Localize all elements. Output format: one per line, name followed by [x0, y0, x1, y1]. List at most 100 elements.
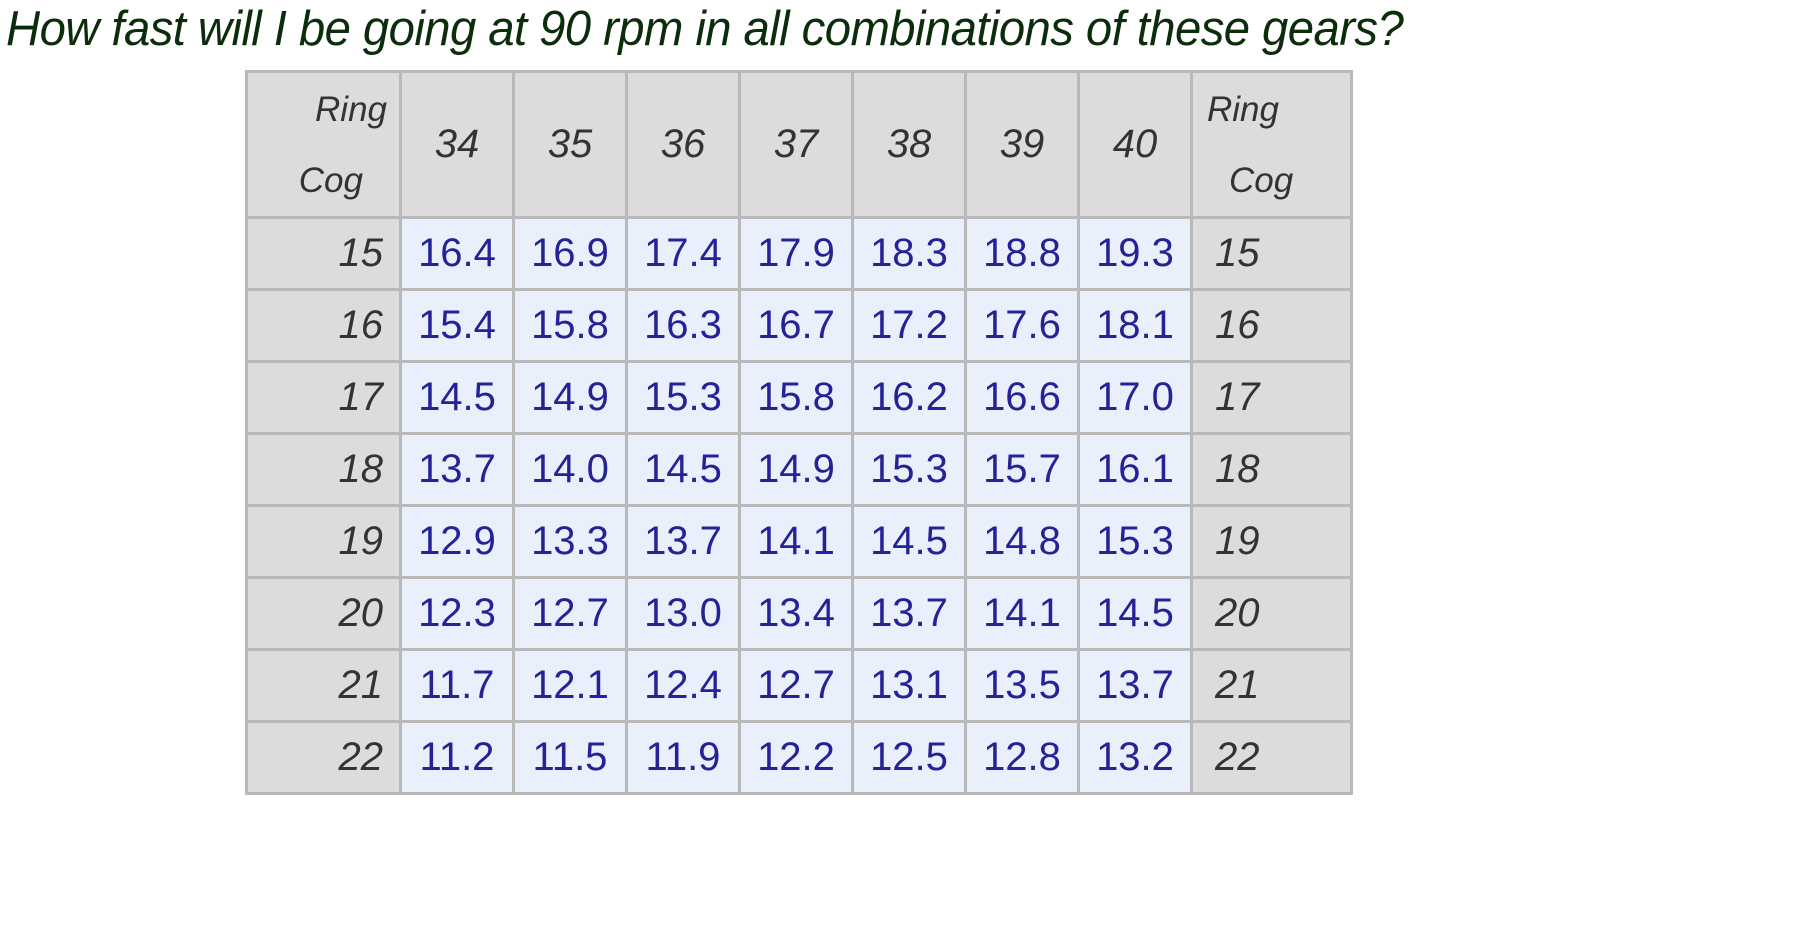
data-cell-5-5: 14.1: [967, 579, 1077, 648]
table-header: Ring Cog 34 35 36 37 38 39 40 Ring Cog: [248, 73, 1350, 216]
data-cell-1-3: 16.7: [741, 291, 851, 360]
data-cell-2-5: 16.6: [967, 363, 1077, 432]
row-header-right-5: 20: [1193, 579, 1350, 648]
column-header-1: 35: [515, 73, 625, 216]
data-cell-1-0: 15.4: [402, 291, 512, 360]
data-cell-0-6: 19.3: [1080, 219, 1190, 288]
data-cell-3-2: 14.5: [628, 435, 738, 504]
data-cell-6-6: 13.7: [1080, 651, 1190, 720]
column-header-5: 39: [967, 73, 1077, 216]
data-cell-4-4: 14.5: [854, 507, 964, 576]
column-header-2: 36: [628, 73, 738, 216]
row-header-left-3: 18: [248, 435, 399, 504]
table-row: 22 11.2 11.5 11.9 12.2 12.5 12.8 13.2 22: [248, 723, 1350, 792]
table-row: 21 11.7 12.1 12.4 12.7 13.1 13.5 13.7 21: [248, 651, 1350, 720]
data-cell-0-1: 16.9: [515, 219, 625, 288]
column-header-6: 40: [1080, 73, 1190, 216]
corner-header-right: Ring Cog: [1193, 73, 1350, 216]
gear-ratio-table: Ring Cog 34 35 36 37 38 39 40 Ring Cog: [245, 70, 1353, 795]
data-cell-4-2: 13.7: [628, 507, 738, 576]
data-cell-2-6: 17.0: [1080, 363, 1190, 432]
table-row: 15 16.4 16.9 17.4 17.9 18.3 18.8 19.3 15: [248, 219, 1350, 288]
data-cell-0-3: 17.9: [741, 219, 851, 288]
row-header-right-2: 17: [1193, 363, 1350, 432]
data-cell-3-1: 14.0: [515, 435, 625, 504]
data-cell-3-0: 13.7: [402, 435, 512, 504]
data-cell-0-4: 18.3: [854, 219, 964, 288]
data-cell-6-1: 12.1: [515, 651, 625, 720]
data-cell-7-0: 11.2: [402, 723, 512, 792]
data-cell-7-3: 12.2: [741, 723, 851, 792]
column-header-4: 38: [854, 73, 964, 216]
table-row: 19 12.9 13.3 13.7 14.1 14.5 14.8 15.3 19: [248, 507, 1350, 576]
table-body: 15 16.4 16.9 17.4 17.9 18.3 18.8 19.3 15…: [248, 219, 1350, 792]
data-cell-6-0: 11.7: [402, 651, 512, 720]
data-cell-1-4: 17.2: [854, 291, 964, 360]
column-header-3: 37: [741, 73, 851, 216]
data-cell-5-0: 12.3: [402, 579, 512, 648]
corner-ring-label-right: Ring: [1207, 90, 1279, 129]
row-header-right-3: 18: [1193, 435, 1350, 504]
data-cell-4-1: 13.3: [515, 507, 625, 576]
table-row: 17 14.5 14.9 15.3 15.8 16.2 16.6 17.0 17: [248, 363, 1350, 432]
data-cell-1-6: 18.1: [1080, 291, 1190, 360]
data-cell-5-4: 13.7: [854, 579, 964, 648]
row-header-left-1: 16: [248, 291, 399, 360]
row-header-left-0: 15: [248, 219, 399, 288]
corner-ring-label-left: Ring: [315, 90, 387, 129]
data-cell-1-5: 17.6: [967, 291, 1077, 360]
data-cell-6-2: 12.4: [628, 651, 738, 720]
row-header-right-0: 15: [1193, 219, 1350, 288]
row-header-right-6: 21: [1193, 651, 1350, 720]
row-header-left-6: 21: [248, 651, 399, 720]
row-header-right-4: 19: [1193, 507, 1350, 576]
data-cell-4-0: 12.9: [402, 507, 512, 576]
corner-cog-label-right: Cog: [1229, 161, 1294, 200]
row-header-right-1: 16: [1193, 291, 1350, 360]
row-header-left-7: 22: [248, 723, 399, 792]
row-header-left-5: 20: [248, 579, 399, 648]
data-cell-5-6: 14.5: [1080, 579, 1190, 648]
data-cell-4-6: 15.3: [1080, 507, 1190, 576]
data-cell-0-2: 17.4: [628, 219, 738, 288]
row-header-right-7: 22: [1193, 723, 1350, 792]
data-cell-2-3: 15.8: [741, 363, 851, 432]
row-header-left-4: 19: [248, 507, 399, 576]
data-cell-3-5: 15.7: [967, 435, 1077, 504]
data-cell-2-1: 14.9: [515, 363, 625, 432]
column-header-0: 34: [402, 73, 512, 216]
data-cell-5-1: 12.7: [515, 579, 625, 648]
data-cell-4-5: 14.8: [967, 507, 1077, 576]
data-cell-6-3: 12.7: [741, 651, 851, 720]
data-cell-3-6: 16.1: [1080, 435, 1190, 504]
table-row: 18 13.7 14.0 14.5 14.9 15.3 15.7 16.1 18: [248, 435, 1350, 504]
corner-header-left: Ring Cog: [248, 73, 399, 216]
data-cell-0-0: 16.4: [402, 219, 512, 288]
data-cell-7-2: 11.9: [628, 723, 738, 792]
data-cell-7-4: 12.5: [854, 723, 964, 792]
data-cell-6-5: 13.5: [967, 651, 1077, 720]
data-cell-7-6: 13.2: [1080, 723, 1190, 792]
header-row: Ring Cog 34 35 36 37 38 39 40 Ring Cog: [248, 73, 1350, 216]
data-cell-2-4: 16.2: [854, 363, 964, 432]
data-cell-2-2: 15.3: [628, 363, 738, 432]
data-cell-1-1: 15.8: [515, 291, 625, 360]
data-cell-0-5: 18.8: [967, 219, 1077, 288]
row-header-left-2: 17: [248, 363, 399, 432]
data-cell-5-3: 13.4: [741, 579, 851, 648]
data-cell-7-5: 12.8: [967, 723, 1077, 792]
table-row: 20 12.3 12.7 13.0 13.4 13.7 14.1 14.5 20: [248, 579, 1350, 648]
data-cell-5-2: 13.0: [628, 579, 738, 648]
table-row: 16 15.4 15.8 16.3 16.7 17.2 17.6 18.1 16: [248, 291, 1350, 360]
data-cell-7-1: 11.5: [515, 723, 625, 792]
data-cell-2-0: 14.5: [402, 363, 512, 432]
data-cell-3-3: 14.9: [741, 435, 851, 504]
data-cell-1-2: 16.3: [628, 291, 738, 360]
corner-cog-label-left: Cog: [298, 161, 363, 200]
gear-table-container: Ring Cog 34 35 36 37 38 39 40 Ring Cog: [245, 70, 1353, 795]
data-cell-6-4: 13.1: [854, 651, 964, 720]
data-cell-4-3: 14.1: [741, 507, 851, 576]
data-cell-3-4: 15.3: [854, 435, 964, 504]
page-title: How fast will I be going at 90 rpm in al…: [6, 2, 1404, 56]
